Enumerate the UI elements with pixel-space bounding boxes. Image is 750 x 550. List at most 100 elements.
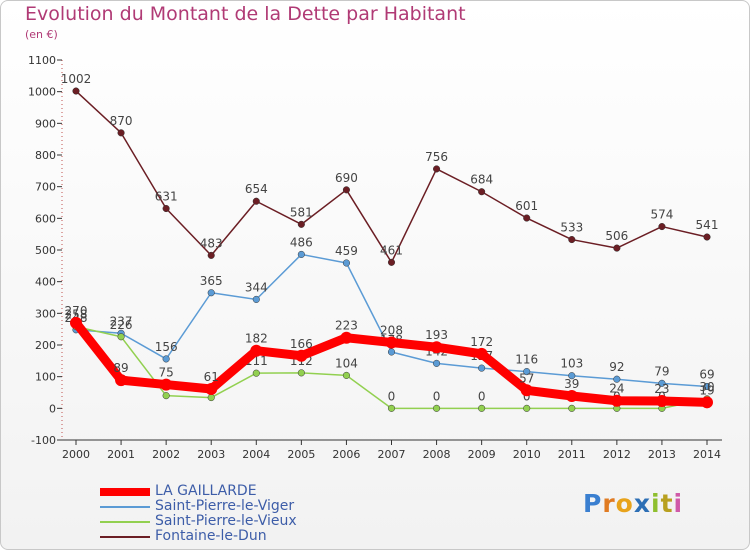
y-tick-label: 900	[35, 117, 56, 130]
legend: LA GAILLARDE Saint-Pierre-le-Viger Saint…	[100, 484, 400, 544]
data-point-la-gaillarde	[295, 349, 308, 362]
data-point-la-gaillarde	[250, 344, 263, 357]
data-label-la-gaillarde: 57	[519, 371, 534, 385]
data-label-la-gaillarde: 270	[65, 304, 88, 318]
data-point-la-gaillarde	[520, 384, 533, 397]
data-point-saint-pierre-le-viger	[613, 375, 621, 383]
data-point-fontaine-le-dun	[433, 165, 441, 173]
data-point-fontaine-le-dun	[72, 87, 80, 95]
data-point-fontaine-le-dun	[252, 197, 260, 205]
y-tick-label: 1000	[28, 86, 56, 99]
data-label-la-gaillarde: 166	[290, 337, 313, 351]
y-tick-label: 600	[35, 212, 56, 225]
data-label-fontaine-le-dun: 631	[155, 190, 178, 204]
data-label-la-gaillarde: 89	[113, 361, 128, 375]
data-point-la-gaillarde	[160, 378, 173, 391]
legend-swatch-fontaine-le-dun	[100, 536, 150, 538]
x-tick-label: 2014	[693, 448, 721, 461]
x-tick-label: 2007	[378, 448, 406, 461]
data-label-saint-pierre-le-vieux: 0	[523, 389, 531, 403]
data-label-fontaine-le-dun: 870	[110, 114, 133, 128]
legend-item-fontaine-le-dun: Fontaine-le-Dun	[100, 529, 400, 544]
y-tick-label: 700	[35, 181, 56, 194]
data-label-fontaine-le-dun: 1002	[61, 72, 92, 86]
data-label-la-gaillarde: 182	[245, 332, 268, 346]
legend-label: Saint-Pierre-le-Viger	[155, 498, 295, 514]
data-label-saint-pierre-le-vieux: 0	[478, 389, 486, 403]
data-point-la-gaillarde	[610, 394, 623, 407]
data-label-la-gaillarde: 208	[380, 323, 403, 337]
data-point-saint-pierre-le-vieux	[207, 394, 215, 402]
data-point-saint-pierre-le-vieux	[252, 369, 260, 377]
data-label-saint-pierre-le-viger: 237	[110, 314, 133, 328]
x-tick-label: 2003	[197, 448, 225, 461]
data-label-fontaine-le-dun: 574	[650, 208, 673, 222]
data-point-fontaine-le-dun	[297, 220, 305, 228]
data-point-fontaine-le-dun	[523, 214, 531, 222]
data-point-saint-pierre-le-viger	[387, 348, 396, 356]
legend-item-saint-pierre-le-viger: Saint-Pierre-le-Viger	[100, 499, 400, 514]
data-label-fontaine-le-dun: 541	[696, 218, 719, 232]
y-tick-label: 500	[35, 244, 56, 257]
data-point-la-gaillarde	[475, 347, 488, 360]
data-label-saint-pierre-le-viger: 79	[654, 364, 669, 378]
data-point-saint-pierre-le-viger	[703, 382, 711, 391]
data-point-la-gaillarde	[340, 331, 353, 344]
data-label-saint-pierre-le-viger: 92	[609, 360, 624, 374]
x-tick-label: 2002	[152, 448, 180, 461]
legend-swatch-la-gaillarde	[100, 488, 150, 496]
data-point-saint-pierre-le-viger	[162, 355, 170, 363]
data-point-saint-pierre-le-vieux	[478, 404, 486, 412]
data-label-saint-pierre-le-vieux: 0	[388, 389, 396, 403]
legend-label: Fontaine-le-Dun	[155, 528, 267, 544]
data-label-saint-pierre-le-viger: 69	[699, 367, 714, 381]
x-tick-label: 2012	[603, 448, 631, 461]
data-label-la-gaillarde: 24	[609, 382, 624, 396]
data-label-saint-pierre-le-viger: 103	[560, 357, 583, 371]
data-label-la-gaillarde: 172	[470, 335, 493, 349]
x-tick-label: 2005	[287, 448, 315, 461]
x-tick-label: 2011	[558, 448, 586, 461]
data-point-saint-pierre-le-vieux	[162, 392, 170, 400]
y-tick-label: 1100	[28, 54, 56, 67]
data-label-fontaine-le-dun: 533	[560, 221, 583, 235]
x-tick-label: 2009	[468, 448, 496, 461]
data-label-fontaine-le-dun: 601	[515, 199, 538, 213]
data-point-la-gaillarde	[655, 395, 668, 408]
data-point-fontaine-le-dun	[703, 233, 711, 241]
data-label-fontaine-le-dun: 654	[245, 182, 268, 196]
data-label-saint-pierre-le-viger: 116	[515, 353, 538, 367]
data-label-saint-pierre-le-viger: 486	[290, 235, 313, 249]
data-point-fontaine-le-dun	[568, 236, 576, 244]
legend-item-la-gaillarde: LA GAILLARDE	[100, 484, 400, 499]
legend-label: LA GAILLARDE	[155, 483, 257, 499]
data-label-saint-pierre-le-viger: 344	[245, 280, 268, 294]
data-label-fontaine-le-dun: 506	[605, 229, 628, 243]
data-point-fontaine-le-dun	[162, 204, 170, 213]
data-label-saint-pierre-le-viger: 459	[335, 244, 358, 258]
data-label-fontaine-le-dun: 684	[470, 173, 493, 187]
y-tick-label: 300	[35, 307, 56, 320]
data-label-fontaine-le-dun: 756	[425, 150, 448, 164]
data-point-saint-pierre-le-viger	[207, 289, 215, 297]
logo-letter: i	[651, 489, 661, 518]
data-point-saint-pierre-le-viger	[342, 259, 350, 267]
data-point-saint-pierre-le-viger	[568, 372, 576, 380]
data-point-saint-pierre-le-vieux	[117, 333, 125, 341]
logo-letter: o	[615, 489, 634, 518]
data-point-saint-pierre-le-viger	[658, 379, 666, 387]
data-label-la-gaillarde: 19	[699, 383, 714, 397]
data-label-la-gaillarde: 75	[159, 366, 174, 380]
data-point-la-gaillarde	[565, 389, 578, 402]
data-point-fontaine-le-dun	[658, 223, 666, 231]
legend-item-saint-pierre-le-vieux: Saint-Pierre-le-Vieux	[100, 514, 400, 529]
data-label-la-gaillarde: 223	[335, 319, 358, 333]
x-tick-label: 2000	[62, 448, 90, 461]
data-point-fontaine-le-dun	[342, 186, 350, 194]
data-point-la-gaillarde	[70, 316, 82, 329]
chart-title: Evolution du Montant de la Dette par Hab…	[25, 3, 466, 25]
data-point-la-gaillarde	[205, 383, 218, 396]
logo-letter: r	[602, 489, 616, 518]
data-point-saint-pierre-le-vieux	[297, 369, 305, 377]
